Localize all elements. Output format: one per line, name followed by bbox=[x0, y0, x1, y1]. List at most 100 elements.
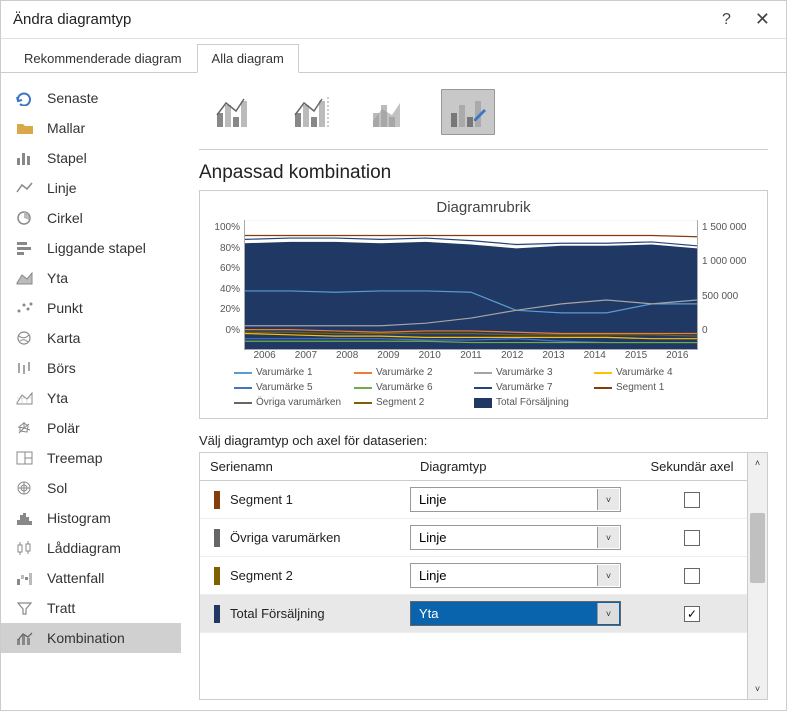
scroll-thumb[interactable] bbox=[750, 513, 765, 583]
series-marker bbox=[214, 605, 220, 623]
y-right-tick: 500 000 bbox=[702, 291, 738, 302]
legend-label: Varumärke 5 bbox=[256, 382, 313, 393]
content: Senaste Mallar Stapel Linje Cirkel Liggande s… bbox=[1, 73, 786, 710]
close-button[interactable]: ✕ bbox=[751, 9, 774, 30]
tab-recommended[interactable]: Rekommenderade diagram bbox=[9, 44, 197, 73]
legend-label: Varumärke 4 bbox=[616, 367, 673, 378]
sidebar-item-label: Histogram bbox=[47, 510, 111, 526]
sidebar-item-yta2[interactable]: Yta bbox=[1, 383, 181, 413]
sidebar-item-label: Cirkel bbox=[47, 210, 83, 226]
legend-swatch bbox=[354, 387, 372, 389]
scroll-track[interactable] bbox=[748, 473, 767, 679]
series-type-select[interactable]: Linje˅ bbox=[410, 563, 621, 588]
sidebar-item-vattenfall[interactable]: Vattenfall bbox=[1, 563, 181, 593]
polar-icon bbox=[15, 419, 35, 437]
sidebar-item-liggande[interactable]: Liggande stapel bbox=[1, 233, 181, 263]
secondary-axis-checkbox[interactable] bbox=[684, 568, 700, 584]
legend-item: Total Försäljning bbox=[474, 397, 582, 408]
legend-label: Varumärke 2 bbox=[376, 367, 433, 378]
legend-label: Total Försäljning bbox=[496, 397, 569, 408]
tab-all[interactable]: Alla diagram bbox=[197, 44, 299, 73]
vattenfall-icon bbox=[15, 569, 35, 587]
legend-swatch bbox=[474, 398, 492, 408]
secondary-axis-checkbox[interactable]: ✓ bbox=[684, 606, 700, 622]
legend-swatch bbox=[234, 387, 252, 389]
sidebar-item-label: Kombination bbox=[47, 630, 125, 646]
sidebar-item-sol[interactable]: Sol bbox=[1, 473, 181, 503]
series-type-select[interactable]: Linje˅ bbox=[410, 525, 621, 550]
combo-subtype-3[interactable] bbox=[363, 89, 417, 135]
y-axis-left: 100%80%60%40%20%0% bbox=[204, 220, 244, 350]
sidebar-item-ladd[interactable]: Låddiagram bbox=[1, 533, 181, 563]
combo-subtype-custom[interactable] bbox=[441, 89, 495, 135]
x-tick: 2009 bbox=[368, 350, 409, 361]
section-title: Anpassad kombination bbox=[199, 162, 768, 184]
combo-subtype-row bbox=[199, 83, 768, 150]
sidebar-item-kombination[interactable]: Kombination bbox=[1, 623, 181, 653]
sidebar-item-label: Senaste bbox=[47, 90, 98, 106]
tratt-icon bbox=[15, 599, 35, 617]
chart-preview[interactable]: Diagramrubrik 100%80%60%40%20%0% 1 500 0… bbox=[199, 190, 768, 419]
series-type-select[interactable]: Yta˅ bbox=[410, 601, 621, 626]
x-tick: 2016 bbox=[657, 350, 698, 361]
y-right-tick: 1 000 000 bbox=[702, 256, 747, 267]
secondary-axis-cell bbox=[637, 492, 747, 508]
secondary-axis-checkbox[interactable] bbox=[684, 492, 700, 508]
sidebar-item-treemap[interactable]: Treemap bbox=[1, 443, 181, 473]
secondary-axis-checkbox[interactable] bbox=[684, 530, 700, 546]
sidebar-item-label: Låddiagram bbox=[47, 540, 121, 556]
sidebar-item-label: Liggande stapel bbox=[47, 240, 146, 256]
sidebar-item-cirkel[interactable]: Cirkel bbox=[1, 203, 181, 233]
sidebar-item-label: Börs bbox=[47, 360, 76, 376]
legend-label: Segment 2 bbox=[376, 397, 424, 408]
mallar-icon bbox=[15, 119, 35, 137]
dialog-title: Ändra diagramtyp bbox=[13, 11, 722, 28]
sidebar-item-yta[interactable]: Yta bbox=[1, 263, 181, 293]
legend-item: Varumärke 1 bbox=[234, 367, 342, 378]
sidebar-item-bors[interactable]: Börs bbox=[1, 353, 181, 383]
legend-item: Varumärke 6 bbox=[354, 382, 462, 393]
y-right-tick: 0 bbox=[702, 325, 708, 336]
sidebar-item-stapel[interactable]: Stapel bbox=[1, 143, 181, 173]
series-scrollbar[interactable]: ˄ ˅ bbox=[747, 453, 767, 699]
sidebar-item-tratt[interactable]: Tratt bbox=[1, 593, 181, 623]
series-marker bbox=[214, 491, 220, 509]
series-header: Serienamn Diagramtyp Sekundär axel bbox=[200, 453, 747, 481]
titlebar: Ändra diagramtyp ? ✕ bbox=[1, 1, 786, 39]
sidebar-item-punkt[interactable]: Punkt bbox=[1, 293, 181, 323]
sol-icon bbox=[15, 479, 35, 497]
liggande-icon bbox=[15, 239, 35, 257]
sidebar-item-polar[interactable]: Polär bbox=[1, 413, 181, 443]
chart-type-sidebar: Senaste Mallar Stapel Linje Cirkel Liggande s… bbox=[1, 73, 181, 710]
legend-swatch bbox=[474, 372, 492, 374]
sidebar-item-histogram[interactable]: Histogram bbox=[1, 503, 181, 533]
legend-item: Varumärke 7 bbox=[474, 382, 582, 393]
legend-label: Varumärke 7 bbox=[496, 382, 553, 393]
combo-subtype-2[interactable] bbox=[285, 89, 339, 135]
scroll-up-icon[interactable]: ˄ bbox=[748, 453, 767, 473]
legend-item: Varumärke 3 bbox=[474, 367, 582, 378]
legend-item: Varumärke 2 bbox=[354, 367, 462, 378]
series-type-select[interactable]: Linje˅ bbox=[410, 487, 621, 512]
legend-swatch bbox=[594, 372, 612, 374]
y-left-tick: 60% bbox=[220, 263, 240, 274]
legend-item: Övriga varumärken bbox=[234, 397, 342, 408]
scroll-down-icon[interactable]: ˅ bbox=[748, 679, 767, 699]
legend-label: Övriga varumärken bbox=[256, 397, 341, 408]
sidebar-item-senaste[interactable]: Senaste bbox=[1, 83, 181, 113]
x-tick: 2012 bbox=[492, 350, 533, 361]
legend-swatch bbox=[354, 372, 372, 374]
header-name: Serienamn bbox=[200, 453, 410, 480]
sidebar-item-mallar[interactable]: Mallar bbox=[1, 113, 181, 143]
sidebar-item-label: Punkt bbox=[47, 300, 83, 316]
combo-subtype-1[interactable] bbox=[207, 89, 261, 135]
y-left-tick: 0% bbox=[226, 325, 240, 336]
legend-item: Segment 2 bbox=[354, 397, 462, 408]
chevron-down-icon: ˅ bbox=[597, 603, 619, 624]
sidebar-item-karta[interactable]: Karta bbox=[1, 323, 181, 353]
sidebar-item-linje[interactable]: Linje bbox=[1, 173, 181, 203]
histogram-icon bbox=[15, 509, 35, 527]
help-button[interactable]: ? bbox=[722, 11, 731, 29]
header-sec: Sekundär axel bbox=[637, 453, 747, 480]
sidebar-item-label: Stapel bbox=[47, 150, 87, 166]
